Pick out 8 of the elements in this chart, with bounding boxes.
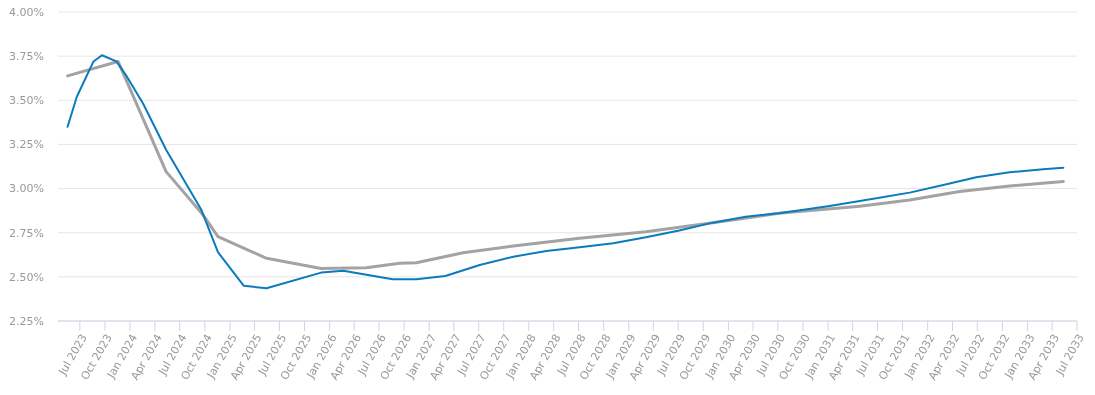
y-tick-label: 3.25% — [9, 138, 44, 152]
y-tick-label: 3.00% — [9, 182, 44, 196]
y-tick-label: 2.75% — [9, 226, 44, 240]
y-tick-label: 2.25% — [9, 314, 44, 328]
y-tick-label: 4.00% — [9, 5, 44, 19]
y-tick-label: 3.50% — [9, 94, 44, 108]
y-tick-label: 3.75% — [9, 49, 44, 63]
y-tick-label: 2.50% — [9, 270, 44, 284]
